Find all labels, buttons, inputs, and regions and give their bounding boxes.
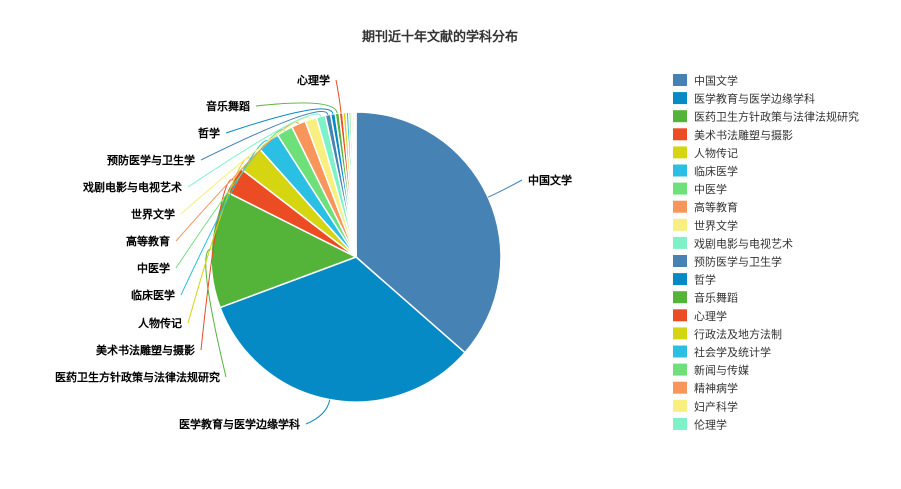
callout-label-13: 音乐舞蹈 xyxy=(206,99,250,113)
legend-swatch xyxy=(673,146,687,159)
legend-item-1[interactable]: 中国文学 xyxy=(673,74,738,88)
legend-item-8[interactable]: 高等教育 xyxy=(673,200,738,214)
callout-line-14 xyxy=(335,79,342,113)
legend-swatch xyxy=(673,218,687,231)
legend-swatch xyxy=(673,92,687,105)
legend-swatch xyxy=(673,74,687,86)
legend-swatch xyxy=(673,417,687,430)
legend-item-16[interactable]: 社会学及统计学 xyxy=(673,345,771,359)
callout-label-14: 心理学 xyxy=(297,73,330,87)
callout-line-9 xyxy=(180,116,312,215)
legend-item-15[interactable]: 行政法及地方法制 xyxy=(673,327,782,341)
callout-label-4: 美术书法雕塑与摄影 xyxy=(96,343,195,357)
legend-label: 中医学 xyxy=(694,182,727,196)
legend-swatch xyxy=(673,273,687,286)
legend-item-13[interactable]: 音乐舞蹈 xyxy=(673,291,738,305)
legend-item-3[interactable]: 医药卫生方针政策与法律法规研究 xyxy=(673,110,859,124)
legend-item-18[interactable]: 精神病学 xyxy=(673,381,738,395)
legend-label: 精神病学 xyxy=(694,381,738,395)
pie-slices xyxy=(210,111,502,403)
callout-label-12: 哲学 xyxy=(198,126,220,140)
legend-label: 音乐舞蹈 xyxy=(694,291,738,305)
legend-label: 伦理学 xyxy=(694,417,727,431)
legend-swatch xyxy=(673,345,687,358)
legend-label: 高等教育 xyxy=(694,200,738,214)
legend-item-20[interactable]: 伦理学 xyxy=(673,417,727,431)
legend-swatch xyxy=(673,327,687,340)
callout-label-8: 高等教育 xyxy=(126,234,170,248)
legend-item-5[interactable]: 人物传记 xyxy=(673,146,738,160)
legend-swatch xyxy=(673,200,687,213)
legend-item-14[interactable]: 心理学 xyxy=(673,309,727,323)
slice-20[interactable] xyxy=(353,111,357,258)
legend-item-17[interactable]: 新闻与传媒 xyxy=(673,363,749,377)
legend-swatch xyxy=(673,255,687,267)
callout-line-3 xyxy=(205,248,227,378)
legend-item-12[interactable]: 哲学 xyxy=(673,273,716,287)
legend-item-19[interactable]: 妇产科学 xyxy=(673,399,738,413)
legend-swatch xyxy=(673,128,687,141)
callout-label-9: 世界文学 xyxy=(131,207,175,221)
callout-leader-lines xyxy=(175,79,523,425)
legend-swatch xyxy=(673,309,687,322)
legend-label: 心理学 xyxy=(694,309,727,323)
legend-item-2[interactable]: 医学教育与医学边缘学科 xyxy=(673,92,815,106)
legend-label: 社会学及统计学 xyxy=(694,345,771,359)
callout-line-11 xyxy=(200,111,329,161)
callout-label-3: 医药卫生方针政策与法律法规研究 xyxy=(55,370,220,384)
callout-label-10: 戏剧电影与电视艺术 xyxy=(82,180,182,194)
legend-item-7[interactable]: 中医学 xyxy=(673,182,727,196)
legend-label: 医药卫生方针政策与法律法规研究 xyxy=(694,110,859,124)
legend-label: 哲学 xyxy=(694,273,716,287)
legend-item-9[interactable]: 世界文学 xyxy=(673,218,738,232)
legend-label: 预防医学与卫生学 xyxy=(694,255,782,269)
legend-swatch xyxy=(673,291,687,304)
legend-label: 世界文学 xyxy=(694,218,738,232)
callout-line-1 xyxy=(487,179,523,198)
callout-line-7 xyxy=(175,129,286,269)
callout-label-5: 人物传记 xyxy=(138,316,182,330)
legend-label: 临床医学 xyxy=(694,164,738,178)
callout-label-6: 临床医学 xyxy=(131,288,175,302)
legend-swatch xyxy=(673,399,687,412)
legend-swatch xyxy=(673,236,687,249)
callout-line-10 xyxy=(187,113,322,188)
callout-line-13 xyxy=(255,102,338,114)
legend-swatch xyxy=(673,164,687,177)
legend-item-4[interactable]: 美术书法雕塑与摄影 xyxy=(673,128,793,142)
legend-label: 戏剧电影与电视艺术 xyxy=(694,236,793,250)
legend-item-6[interactable]: 临床医学 xyxy=(673,164,738,178)
legend: 中国文学医学教育与医学边缘学科医药卫生方针政策与法律法规研究美术书法雕塑与摄影人… xyxy=(673,74,859,431)
legend-label: 人物传记 xyxy=(694,146,738,160)
legend-swatch xyxy=(673,182,687,195)
legend-label: 医学教育与医学边缘学科 xyxy=(694,92,815,106)
legend-swatch xyxy=(673,381,687,394)
legend-label: 新闻与传媒 xyxy=(694,363,749,377)
legend-item-10[interactable]: 戏剧电影与电视艺术 xyxy=(673,236,793,250)
callout-label-1: 中国文学 xyxy=(528,173,572,187)
legend-swatch xyxy=(673,363,687,376)
legend-label: 行政法及地方法制 xyxy=(694,327,782,341)
legend-label: 中国文学 xyxy=(694,74,738,88)
callout-label-7: 中医学 xyxy=(137,261,170,275)
callout-line-12 xyxy=(225,108,334,134)
legend-swatch xyxy=(673,110,687,123)
legend-label: 妇产科学 xyxy=(694,399,738,413)
callout-line-2 xyxy=(305,399,331,425)
callout-label-2: 医学教育与医学边缘学科 xyxy=(179,417,300,431)
chart-title: 期刊近十年文献的学科分布 xyxy=(362,29,518,45)
legend-item-11[interactable]: 预防医学与卫生学 xyxy=(673,255,782,269)
legend-label: 美术书法雕塑与摄影 xyxy=(694,128,793,142)
callout-label-11: 预防医学与卫生学 xyxy=(107,153,195,167)
